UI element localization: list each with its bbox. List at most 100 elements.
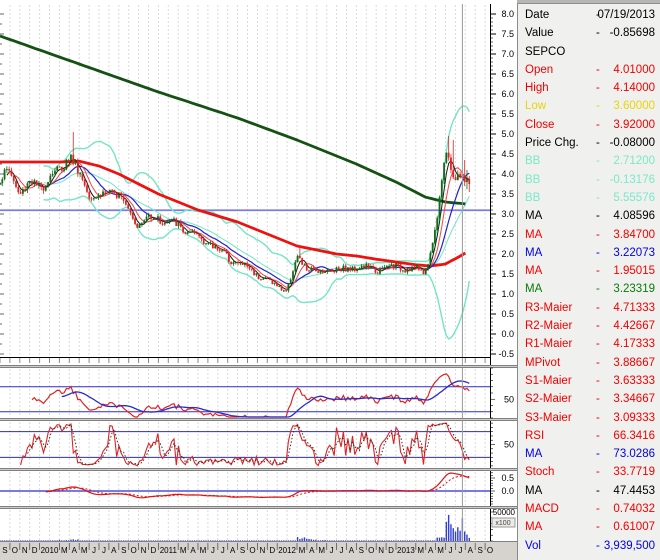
info-row-r2-maier: R2-Maier -4.42667 (518, 319, 660, 337)
info-value: 1.95015 (613, 265, 655, 278)
info-separator: - (596, 210, 600, 223)
info-row-macd: MACD -0.74032 (518, 502, 660, 520)
info-separator: - (596, 503, 600, 516)
info-label: Date (525, 9, 550, 21)
info-row-rsi: RSI -66.3416 (518, 429, 660, 447)
info-separator: - (596, 411, 600, 424)
info-row-open: Open -4.01000 (518, 63, 660, 81)
info-label: High (525, 82, 549, 95)
svg-text:O: O (368, 546, 374, 555)
info-label: MPivot (525, 356, 561, 369)
svg-text:7.0: 7.0 (501, 49, 514, 59)
info-label: MA (525, 265, 543, 278)
info-separator: - (596, 63, 600, 76)
info-label: BB (525, 191, 541, 204)
info-label: MA (525, 521, 543, 534)
info-row-ma: MA -3.22073 (518, 246, 660, 264)
svg-text:4.0: 4.0 (501, 169, 514, 179)
info-row-sepco: SEPCO (518, 45, 660, 63)
info-label: SEPCO (525, 45, 566, 58)
svg-text:4.5: 4.5 (501, 149, 514, 159)
info-value: 73.0286 (613, 448, 655, 461)
info-separator: - (596, 27, 600, 40)
info-label: MA (525, 210, 543, 223)
svg-text:N: N (259, 546, 265, 555)
info-value: 4.71333 (613, 301, 655, 314)
info-separator: - (596, 338, 600, 351)
svg-text:50: 50 (504, 440, 514, 450)
info-row-low: Low -3.60000 (518, 99, 660, 117)
info-label: S3-Maier (525, 411, 572, 424)
svg-text:1.5: 1.5 (501, 269, 514, 279)
svg-text:M: M (81, 546, 88, 555)
info-label: MA (525, 283, 543, 296)
info-row-mpivot: MPivot -3.88667 (518, 356, 660, 374)
svg-text:50: 50 (504, 394, 514, 404)
info-separator: - (596, 374, 600, 387)
info-row-ma: MA -4.08596 (518, 209, 660, 227)
info-value: 3,939,500 (603, 539, 655, 552)
info-separator: - (596, 137, 600, 150)
info-value: 4.42667 (613, 320, 655, 333)
info-label: MA (525, 484, 543, 497)
svg-text:J: J (330, 546, 334, 555)
svg-text:J: J (340, 546, 344, 555)
svg-text:N: N (378, 546, 384, 555)
info-label: MACD (525, 503, 559, 516)
macd-signal-line (45, 475, 470, 498)
info-value: 4.01000 (613, 63, 655, 76)
info-separator: - (596, 265, 600, 278)
svg-text:S: S (121, 546, 126, 555)
info-value: 47.4453 (613, 484, 655, 497)
info-separator: - (596, 9, 600, 21)
info-label: Open (525, 63, 554, 76)
svg-text:N: N (22, 546, 28, 555)
svg-text:D: D (151, 546, 157, 555)
info-separator: - (596, 393, 600, 406)
svg-text:2011: 2011 (160, 546, 178, 555)
info-value: 3.60000 (613, 100, 655, 113)
info-value: -0.85698 (609, 27, 655, 40)
svg-text:M: M (437, 546, 444, 555)
info-row-r3-maier: R3-Maier -4.71333 (518, 301, 660, 319)
info-row-s2-maier: S2-Maier -3.34667 (518, 392, 660, 410)
info-value: 07/19/2013 (597, 9, 655, 21)
svg-text:J: J (448, 546, 452, 555)
info-row-ma: MA -73.0286 (518, 447, 660, 465)
info-separator: - (596, 301, 600, 314)
chart-canvas[interactable]: -0.5 0.0 0.5 1.0 1.5 2.0 2.5 3.0 3.5 4.0 4.5 5.0 5.5… (0, 0, 517, 560)
svg-text:M: M (61, 546, 68, 555)
svg-text:3.0: 3.0 (501, 209, 514, 219)
svg-text:6.5: 6.5 (501, 69, 514, 79)
svg-text:O: O (249, 546, 255, 555)
info-row-close: Close -3.92000 (518, 118, 660, 136)
info-label: Value (525, 27, 554, 40)
svg-text:8.0: 8.0 (501, 9, 514, 19)
info-row-price-chg-: Price Chg. - -0.08000 (518, 136, 660, 154)
svg-text:2012: 2012 (278, 546, 296, 555)
rsi-ma-line (61, 380, 470, 418)
svg-text:A: A (190, 546, 196, 555)
info-row-stoch: Stoch -33.7719 (518, 465, 660, 483)
info-separator: - (596, 100, 600, 113)
svg-text:-0.5: -0.5 (498, 349, 514, 359)
info-row-ma: MA -3.23319 (518, 282, 660, 300)
svg-text:J: J (92, 546, 96, 555)
svg-text:0.0: 0.0 (501, 329, 514, 339)
info-separator: - (596, 118, 600, 131)
svg-text:5.0: 5.0 (501, 129, 514, 139)
info-separator: - (596, 228, 600, 241)
info-separator: - (596, 539, 600, 552)
info-value: 3.84700 (613, 228, 655, 241)
info-value: 2.71200 (613, 155, 655, 168)
svg-text:M: M (200, 546, 207, 555)
info-label: S1-Maier (525, 374, 572, 387)
svg-text:2013: 2013 (397, 546, 415, 555)
svg-text:S: S (359, 546, 364, 555)
info-value: 5.55576 (613, 191, 655, 204)
info-row-value: Value - -0.85698 (518, 26, 660, 44)
info-label: Close (525, 118, 555, 131)
info-label: S2-Maier (525, 393, 572, 406)
info-label: BB (525, 155, 541, 168)
